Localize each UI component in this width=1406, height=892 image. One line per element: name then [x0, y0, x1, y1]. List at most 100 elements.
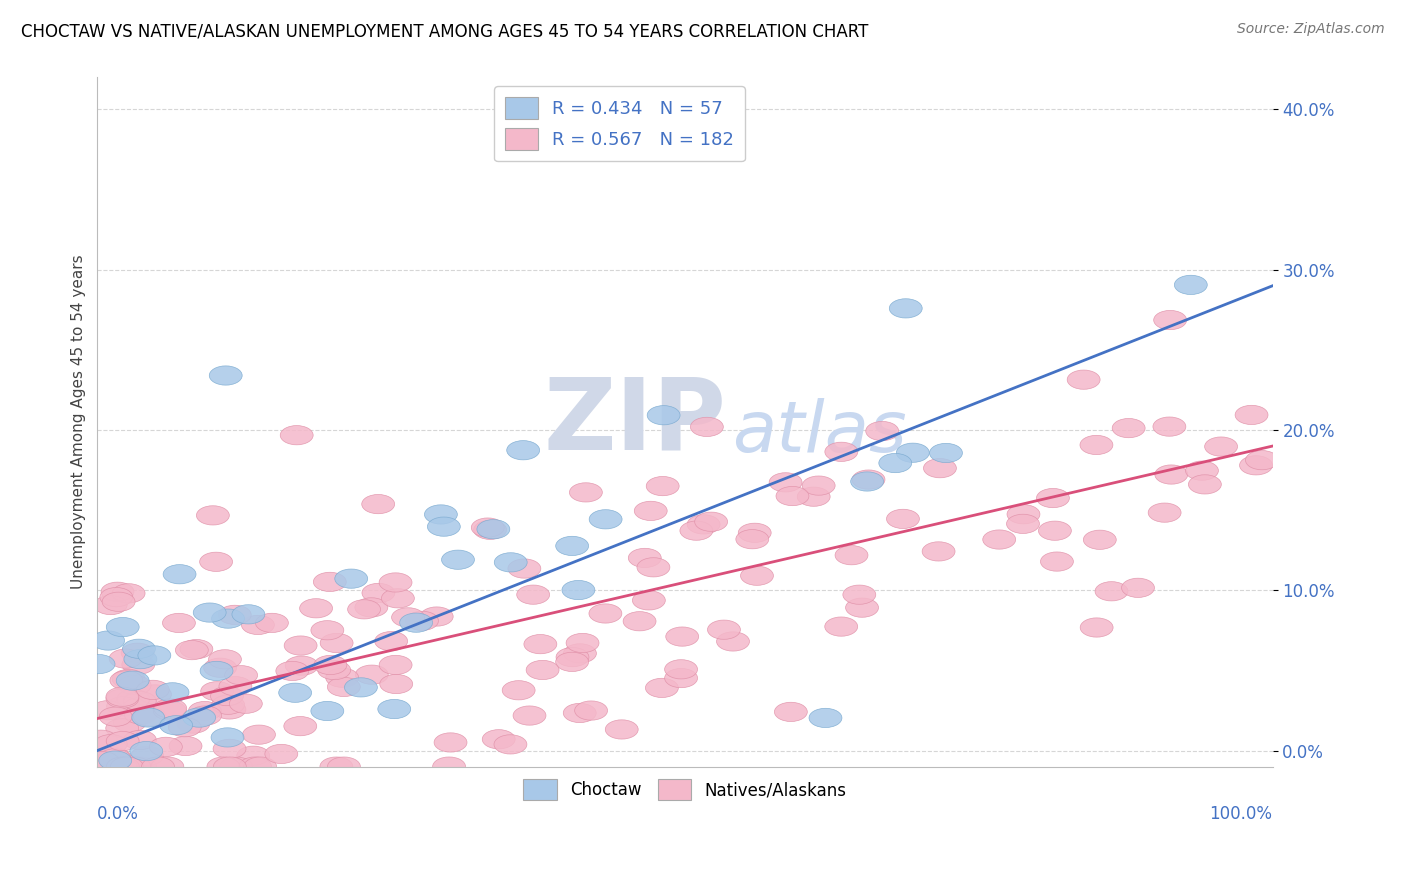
Ellipse shape	[284, 636, 318, 655]
Ellipse shape	[177, 714, 209, 733]
Ellipse shape	[204, 658, 236, 677]
Y-axis label: Unemployment Among Ages 45 to 54 years: Unemployment Among Ages 45 to 54 years	[72, 255, 86, 590]
Ellipse shape	[567, 633, 599, 653]
Ellipse shape	[243, 757, 277, 776]
Ellipse shape	[124, 649, 157, 669]
Ellipse shape	[494, 735, 527, 754]
Ellipse shape	[508, 559, 541, 578]
Ellipse shape	[180, 640, 212, 658]
Ellipse shape	[139, 685, 172, 704]
Ellipse shape	[1149, 503, 1181, 522]
Ellipse shape	[276, 661, 309, 681]
Ellipse shape	[318, 660, 350, 680]
Ellipse shape	[97, 747, 131, 767]
Ellipse shape	[219, 677, 252, 696]
Ellipse shape	[1154, 310, 1187, 330]
Ellipse shape	[169, 737, 202, 756]
Ellipse shape	[1007, 514, 1039, 533]
Ellipse shape	[1174, 276, 1208, 294]
Ellipse shape	[225, 665, 257, 685]
Ellipse shape	[1080, 618, 1114, 637]
Ellipse shape	[1246, 450, 1278, 470]
Ellipse shape	[1240, 456, 1272, 475]
Ellipse shape	[105, 687, 139, 706]
Ellipse shape	[193, 603, 226, 623]
Ellipse shape	[321, 757, 353, 776]
Ellipse shape	[1095, 582, 1128, 601]
Ellipse shape	[129, 741, 163, 761]
Ellipse shape	[506, 441, 540, 460]
Ellipse shape	[84, 773, 117, 792]
Ellipse shape	[555, 536, 589, 556]
Ellipse shape	[374, 632, 408, 651]
Ellipse shape	[107, 757, 139, 776]
Ellipse shape	[647, 406, 681, 425]
Ellipse shape	[564, 644, 596, 663]
Ellipse shape	[776, 486, 808, 506]
Ellipse shape	[280, 425, 314, 445]
Ellipse shape	[735, 530, 769, 549]
Ellipse shape	[145, 773, 179, 792]
Ellipse shape	[188, 701, 221, 721]
Ellipse shape	[321, 633, 353, 653]
Ellipse shape	[564, 704, 596, 723]
Ellipse shape	[328, 677, 360, 697]
Ellipse shape	[606, 720, 638, 739]
Ellipse shape	[100, 707, 132, 726]
Ellipse shape	[1084, 530, 1116, 549]
Ellipse shape	[124, 698, 156, 716]
Ellipse shape	[513, 706, 546, 725]
Ellipse shape	[681, 521, 713, 541]
Ellipse shape	[688, 515, 720, 534]
Ellipse shape	[361, 583, 395, 603]
Ellipse shape	[555, 652, 589, 672]
Ellipse shape	[114, 713, 146, 732]
Ellipse shape	[392, 607, 425, 627]
Ellipse shape	[122, 655, 155, 674]
Ellipse shape	[825, 442, 858, 461]
Ellipse shape	[118, 675, 150, 695]
Ellipse shape	[347, 599, 381, 619]
Ellipse shape	[214, 739, 246, 758]
Ellipse shape	[929, 443, 963, 463]
Ellipse shape	[107, 697, 139, 715]
Ellipse shape	[211, 609, 245, 628]
Ellipse shape	[200, 552, 232, 572]
Ellipse shape	[433, 757, 465, 776]
Ellipse shape	[502, 681, 536, 700]
Ellipse shape	[107, 731, 139, 751]
Ellipse shape	[124, 757, 156, 776]
Ellipse shape	[242, 615, 274, 634]
Ellipse shape	[845, 598, 879, 617]
Ellipse shape	[1154, 465, 1188, 484]
Ellipse shape	[344, 678, 377, 697]
Ellipse shape	[132, 708, 165, 727]
Ellipse shape	[1040, 552, 1073, 571]
Ellipse shape	[399, 613, 433, 632]
Ellipse shape	[218, 606, 252, 624]
Ellipse shape	[232, 605, 264, 624]
Ellipse shape	[797, 487, 830, 507]
Ellipse shape	[1205, 437, 1237, 456]
Ellipse shape	[380, 656, 412, 674]
Ellipse shape	[124, 731, 156, 749]
Ellipse shape	[264, 744, 298, 764]
Ellipse shape	[278, 683, 312, 702]
Ellipse shape	[91, 773, 125, 792]
Ellipse shape	[628, 549, 661, 567]
Ellipse shape	[634, 501, 668, 521]
Ellipse shape	[212, 695, 245, 714]
Ellipse shape	[98, 773, 131, 792]
Ellipse shape	[314, 656, 347, 674]
Ellipse shape	[211, 728, 245, 747]
Ellipse shape	[219, 757, 253, 776]
Ellipse shape	[91, 757, 125, 776]
Ellipse shape	[112, 669, 145, 689]
Ellipse shape	[835, 546, 868, 565]
Ellipse shape	[91, 631, 125, 650]
Text: atlas: atlas	[733, 398, 907, 467]
Ellipse shape	[134, 706, 166, 726]
Ellipse shape	[471, 518, 505, 537]
Ellipse shape	[825, 617, 858, 636]
Ellipse shape	[356, 665, 388, 684]
